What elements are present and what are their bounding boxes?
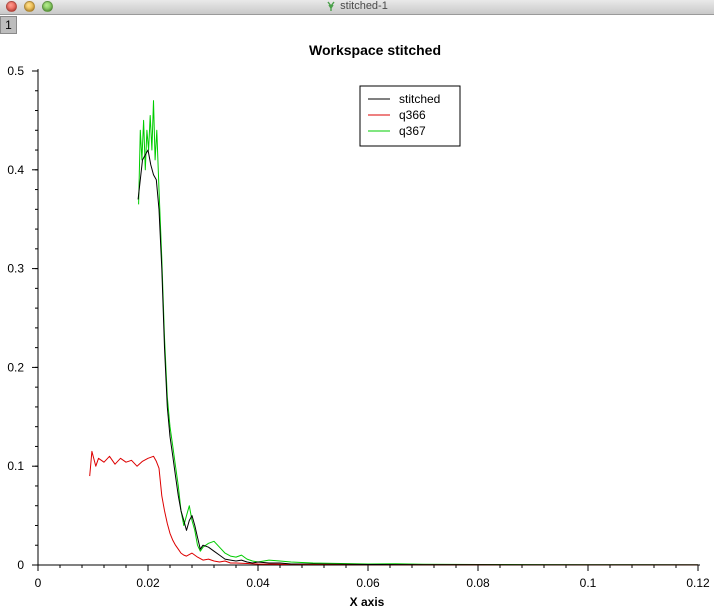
y-tick-label: 0.2 [7,360,24,374]
series-line-stitched [137,149,698,566]
x-tick-label: 0 [35,576,42,590]
axes: 0 0.02 0.04 0.06 0.08 0.1 0.12 0 0.1 0.2 0.3 0.4 0.5 [7,64,710,590]
x-axis-label: X axis [350,595,385,607]
app-icon [327,1,335,11]
series-line-q366 [89,450,698,566]
legend-label-q366: q366 [399,108,426,122]
x-tick-label: 0.1 [580,576,597,590]
legend: stitched q366 q367 [359,85,461,147]
close-window-button[interactable] [6,1,17,12]
y-tick-label: 0.3 [7,262,24,276]
tab-1[interactable]: 1 [0,16,17,34]
x-tick-label: 0.04 [246,576,270,590]
minimize-window-button[interactable] [24,1,35,12]
legend-label-stitched: stitched [399,92,440,106]
x-tick-label: 0.02 [136,576,160,590]
y-tick-label: 0.4 [7,163,24,177]
window-title-area: stitched-1 [0,0,714,13]
window-titlebar: stitched-1 [0,0,714,15]
window-title: stitched-1 [340,0,388,12]
x-tick-label: 0.12 [686,576,710,590]
y-tick-label: 0.5 [7,64,24,78]
x-tick-label: 0.06 [356,576,380,590]
y-tick-label: 0 [17,558,24,572]
series-layer [89,100,699,566]
zoom-window-button[interactable] [42,1,53,12]
chart-title: Workspace stitched [309,42,441,58]
legend-label-q367: q367 [399,124,426,138]
legend-box [359,85,461,147]
x-tick-label: 0.08 [466,576,490,590]
series-line-q367 [138,100,699,566]
y-tick-label: 0.1 [7,459,24,473]
